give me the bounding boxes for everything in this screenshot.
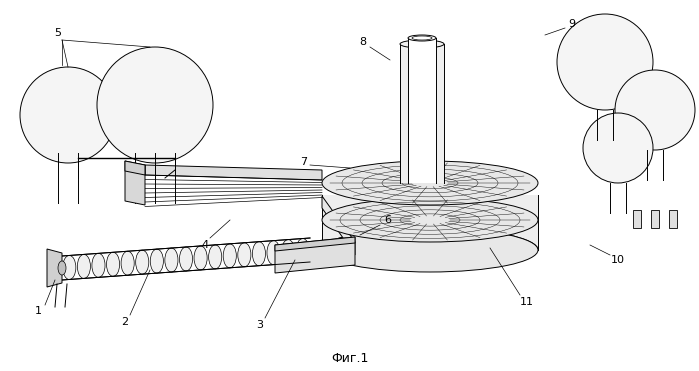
Ellipse shape <box>238 243 251 267</box>
Polygon shape <box>145 165 322 180</box>
Polygon shape <box>669 210 677 228</box>
Ellipse shape <box>223 244 236 268</box>
Polygon shape <box>651 210 659 228</box>
Ellipse shape <box>58 261 66 275</box>
Ellipse shape <box>20 67 116 163</box>
Text: 2: 2 <box>122 317 129 327</box>
Ellipse shape <box>106 252 120 276</box>
Ellipse shape <box>322 228 538 272</box>
Text: 3: 3 <box>257 320 264 330</box>
Ellipse shape <box>408 35 436 41</box>
Text: 1: 1 <box>34 306 41 316</box>
Polygon shape <box>322 195 538 250</box>
Ellipse shape <box>121 251 134 275</box>
Polygon shape <box>125 161 145 175</box>
Polygon shape <box>47 249 62 287</box>
Ellipse shape <box>92 253 105 278</box>
Ellipse shape <box>252 242 266 266</box>
Polygon shape <box>400 44 444 183</box>
Ellipse shape <box>412 36 432 40</box>
Text: 7: 7 <box>301 157 308 167</box>
Text: 4: 4 <box>201 240 208 250</box>
Text: 5: 5 <box>55 28 62 38</box>
Ellipse shape <box>557 14 653 110</box>
Text: Фиг.1: Фиг.1 <box>331 351 368 364</box>
Text: 11: 11 <box>520 297 534 307</box>
Ellipse shape <box>267 241 280 265</box>
Ellipse shape <box>322 198 538 242</box>
Ellipse shape <box>282 240 295 263</box>
Text: 9: 9 <box>568 19 575 29</box>
Ellipse shape <box>63 256 76 279</box>
Ellipse shape <box>583 113 653 183</box>
Ellipse shape <box>208 245 222 269</box>
Polygon shape <box>633 210 641 228</box>
Text: 8: 8 <box>359 37 366 47</box>
Ellipse shape <box>150 249 164 273</box>
Ellipse shape <box>322 161 538 205</box>
Ellipse shape <box>97 47 213 163</box>
Text: 10: 10 <box>611 255 625 265</box>
Ellipse shape <box>615 70 695 150</box>
Polygon shape <box>275 237 355 251</box>
Ellipse shape <box>78 255 90 278</box>
Polygon shape <box>408 38 436 183</box>
Ellipse shape <box>400 40 444 48</box>
Polygon shape <box>322 196 355 255</box>
Ellipse shape <box>180 247 192 271</box>
Polygon shape <box>275 237 355 273</box>
Text: 6: 6 <box>384 215 391 225</box>
Ellipse shape <box>136 250 149 274</box>
Ellipse shape <box>165 248 178 272</box>
Ellipse shape <box>194 246 207 270</box>
Ellipse shape <box>296 239 309 263</box>
Polygon shape <box>125 161 145 205</box>
